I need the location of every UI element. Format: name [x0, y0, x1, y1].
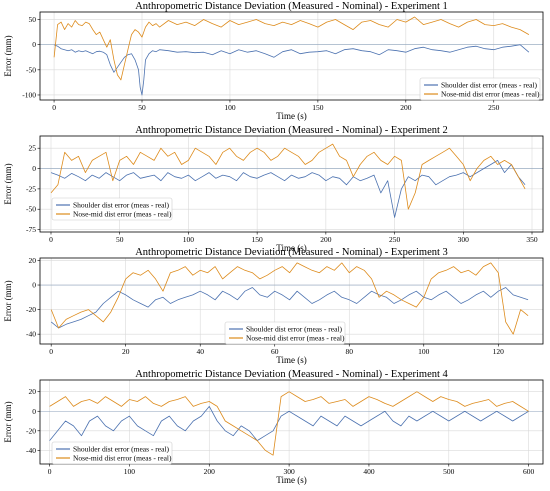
y-tick-label: -40: [26, 330, 36, 339]
legend-entry-label: Shoulder dist error (meas - real): [441, 81, 538, 90]
x-tick-label: 200: [400, 103, 412, 112]
legend-box: [224, 321, 346, 345]
chart-panel-2: Anthropometric Distance Deviation (Measu…: [3, 125, 544, 253]
series-group: [50, 262, 529, 335]
y-axis-label: Error (mm): [3, 163, 13, 204]
x-tick-label: 80: [346, 347, 354, 356]
chart-title: Anthropometric Distance Deviation (Measu…: [135, 125, 448, 136]
legend-entry-label: Nose-mid dist error (meas - real): [441, 90, 540, 99]
x-tick-label: 0: [48, 467, 52, 476]
plot-frame: [39, 379, 544, 465]
legend: Shoulder dist error (meas - real)Nose-mi…: [419, 77, 541, 101]
series-line-shoulder: [50, 159, 526, 218]
series-group: [53, 16, 530, 96]
y-tick-label: -20: [26, 426, 36, 435]
legend-entry-label: Nose-mid dist error (meas - real): [73, 454, 172, 463]
x-tick-label: 60: [271, 347, 279, 356]
y-tick-label: -50: [26, 65, 36, 74]
x-tick-label: 50: [116, 235, 124, 244]
y-tick-label: 50: [29, 15, 37, 24]
series-line-shoulder: [50, 287, 529, 329]
chart-title: Anthropometric Distance Deviation (Measu…: [135, 247, 448, 258]
legend-entry-label: Shoulder dist error (meas - real): [73, 445, 170, 454]
x-tick-label: 350: [526, 235, 538, 244]
x-tick-label: 50: [138, 103, 146, 112]
y-tick-label: 0: [32, 164, 36, 173]
legend-entry-label: Shoulder dist error (meas - real): [73, 201, 170, 210]
x-tick-label: 0: [49, 235, 53, 244]
x-tick-label: 300: [283, 467, 295, 476]
legend-entry-label: Nose-mid dist error (meas - real): [246, 334, 345, 343]
x-tick-label: 20: [122, 347, 130, 356]
y-tick-label: 0: [32, 407, 36, 416]
y-tick-label: -100: [22, 90, 36, 99]
series-line-shoulder: [49, 405, 529, 442]
legend-box: [51, 441, 173, 465]
chart-title: Anthropometric Distance Deviation (Measu…: [135, 369, 448, 380]
y-axis-label: Error (mm): [3, 35, 13, 76]
series-line-nose-mid: [50, 143, 526, 210]
legend-entry-label: Shoulder dist error (meas - real): [246, 325, 343, 334]
x-tick-label: 120: [493, 347, 505, 356]
x-tick-label: 100: [418, 347, 430, 356]
x-tick-label: 40: [196, 347, 204, 356]
x-tick-label: 600: [523, 467, 535, 476]
y-axis-label: Error (mm): [3, 280, 13, 321]
legend: Shoulder dist error (meas - real)Nose-mi…: [51, 197, 173, 221]
plot-frame: [39, 11, 544, 101]
y-tick-label: 0: [32, 281, 36, 290]
x-tick-label: 300: [458, 235, 470, 244]
x-tick-label: 250: [488, 103, 500, 112]
x-tick-label: 150: [252, 235, 264, 244]
series-group: [50, 143, 526, 218]
legend-box: [51, 197, 173, 221]
x-tick-label: 100: [183, 235, 195, 244]
series-line-shoulder: [53, 44, 530, 96]
legend-entry-label: Nose-mid dist error (meas - real): [73, 210, 172, 219]
chart-panel-4: Anthropometric Distance Deviation (Measu…: [3, 369, 544, 485]
x-axis-label: Time (s): [276, 475, 306, 485]
y-tick-label: 25: [29, 144, 37, 153]
legend-box: [419, 77, 541, 101]
x-tick-label: 100: [224, 103, 236, 112]
x-tick-label: 200: [320, 235, 332, 244]
x-axis-label: Time (s): [276, 111, 306, 121]
x-tick-label: 200: [204, 467, 216, 476]
y-tick-label: -20: [26, 305, 36, 314]
x-tick-label: 100: [124, 467, 136, 476]
x-tick-label: 400: [363, 467, 375, 476]
series-line-nose-mid: [53, 16, 530, 81]
y-tick-label: -40: [26, 446, 36, 455]
x-tick-label: 500: [443, 467, 455, 476]
x-tick-label: 150: [312, 103, 324, 112]
series-line-nose-mid: [49, 391, 529, 456]
x-tick-label: 250: [389, 235, 401, 244]
chart-panel-1: Anthropometric Distance Deviation (Measu…: [3, 1, 544, 121]
x-tick-label: 0: [52, 103, 56, 112]
legend: Shoulder dist error (meas - real)Nose-mi…: [224, 321, 346, 345]
y-tick-label: -75: [26, 225, 36, 234]
y-tick-label: 20: [29, 256, 37, 265]
chart-panel-3: Anthropometric Distance Deviation (Measu…: [3, 247, 544, 365]
y-axis-label: Error (mm): [3, 401, 13, 442]
x-axis-label: Time (s): [276, 355, 306, 365]
x-axis-label: Time (s): [276, 243, 306, 253]
legend: Shoulder dist error (meas - real)Nose-mi…: [51, 441, 173, 465]
series-line-nose-mid: [50, 262, 529, 335]
chart-title: Anthropometric Distance Deviation (Measu…: [135, 1, 448, 12]
y-tick-label: -50: [26, 205, 36, 214]
plot-frame: [39, 135, 544, 233]
y-tick-label: 0: [32, 40, 36, 49]
x-tick-label: 0: [49, 347, 53, 356]
y-tick-label: 20: [29, 387, 37, 396]
y-tick-label: -25: [26, 184, 36, 193]
series-group: [49, 391, 529, 456]
